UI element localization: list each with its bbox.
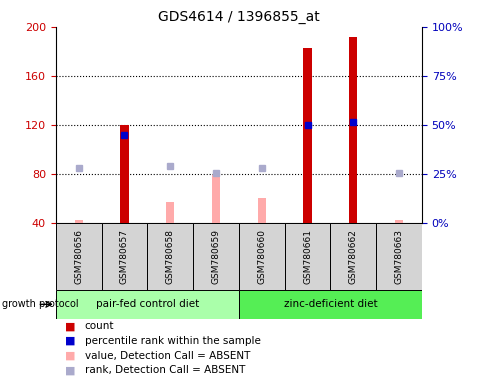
Text: rank, Detection Call = ABSENT: rank, Detection Call = ABSENT — [85, 365, 245, 375]
Text: ■: ■ — [65, 365, 76, 375]
Bar — [212, 175, 220, 223]
Bar — [284, 223, 330, 290]
Bar — [120, 125, 128, 223]
Bar — [147, 223, 193, 290]
Bar — [238, 290, 421, 319]
Bar — [193, 223, 238, 290]
Text: GSM780656: GSM780656 — [74, 229, 83, 284]
Text: ■: ■ — [65, 321, 76, 331]
Text: growth protocol: growth protocol — [2, 299, 79, 310]
Text: GSM780659: GSM780659 — [211, 229, 220, 284]
Text: count: count — [85, 321, 114, 331]
Bar — [166, 202, 174, 223]
Bar — [303, 48, 311, 223]
Text: ■: ■ — [65, 336, 76, 346]
Bar — [75, 220, 83, 223]
Text: percentile rank within the sample: percentile rank within the sample — [85, 336, 260, 346]
Text: zinc-deficient diet: zinc-deficient diet — [283, 299, 377, 310]
Bar — [394, 220, 402, 223]
Text: pair-fed control diet: pair-fed control diet — [95, 299, 198, 310]
Bar — [330, 223, 376, 290]
Bar — [101, 223, 147, 290]
Text: ■: ■ — [65, 351, 76, 361]
Text: GSM780658: GSM780658 — [166, 229, 174, 284]
Title: GDS4614 / 1396855_at: GDS4614 / 1396855_at — [158, 10, 319, 25]
Text: GSM780661: GSM780661 — [302, 229, 311, 284]
Bar — [257, 198, 265, 223]
Bar — [376, 223, 421, 290]
Text: GSM780663: GSM780663 — [394, 229, 403, 284]
Bar — [348, 36, 357, 223]
Bar — [238, 223, 284, 290]
Bar — [56, 290, 238, 319]
Text: GSM780660: GSM780660 — [257, 229, 266, 284]
Bar — [56, 223, 101, 290]
Text: GSM780662: GSM780662 — [348, 229, 357, 284]
Text: GSM780657: GSM780657 — [120, 229, 129, 284]
Text: value, Detection Call = ABSENT: value, Detection Call = ABSENT — [85, 351, 250, 361]
